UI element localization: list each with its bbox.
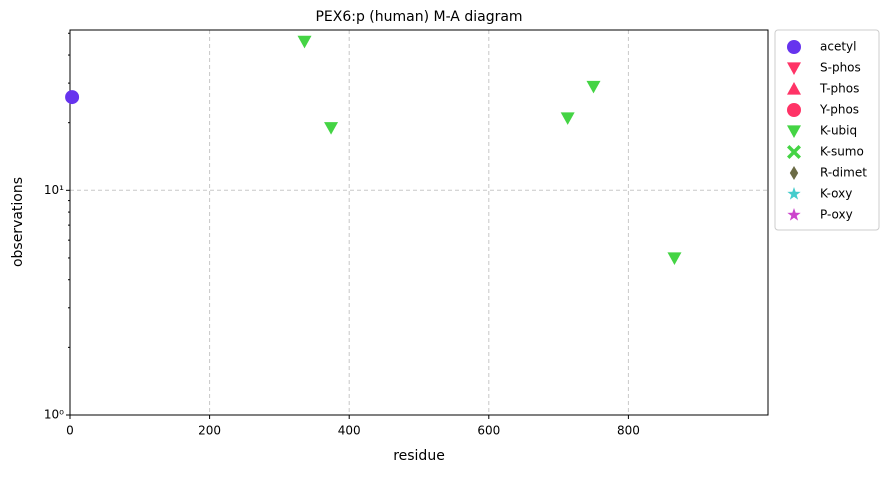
legend-marker bbox=[787, 187, 801, 200]
x-axis-label: residue bbox=[393, 448, 445, 464]
point bbox=[297, 35, 312, 49]
point bbox=[667, 252, 682, 265]
legend-label: P-oxy bbox=[820, 208, 853, 222]
legend-label: Y-phos bbox=[819, 103, 859, 117]
y-axis-label: observations bbox=[10, 177, 26, 267]
legend-marker bbox=[789, 166, 799, 180]
legend-label: K-oxy bbox=[820, 187, 852, 201]
y-tick-label: 10¹ bbox=[44, 183, 64, 197]
legend-marker bbox=[787, 208, 801, 221]
legend-marker bbox=[787, 125, 801, 138]
point bbox=[324, 122, 339, 135]
legend-label: T-phos bbox=[819, 82, 859, 96]
y-tick-label: 10⁰ bbox=[44, 408, 64, 422]
x-tick-label: 800 bbox=[617, 424, 640, 438]
legend-box bbox=[774, 29, 880, 231]
x-tick-label: 400 bbox=[338, 424, 361, 438]
legend-marker bbox=[787, 82, 801, 95]
x-tick-label: 0 bbox=[66, 424, 74, 438]
point bbox=[560, 112, 575, 125]
plot-frame bbox=[69, 29, 769, 416]
legend-marker bbox=[787, 62, 801, 75]
point bbox=[586, 80, 601, 94]
legend-marker bbox=[787, 103, 801, 117]
x-tick-label: 600 bbox=[477, 424, 500, 438]
x-tick-label: 200 bbox=[198, 424, 221, 438]
legend-label: K-ubiq bbox=[820, 124, 857, 138]
legend-label: acetyl bbox=[820, 40, 856, 54]
legend-label: S-phos bbox=[820, 61, 861, 75]
legend-marker bbox=[787, 40, 801, 54]
legend-label: R-dimet bbox=[820, 166, 867, 180]
legend-marker bbox=[787, 145, 801, 159]
point bbox=[65, 90, 80, 105]
legend-label: K-sumo bbox=[820, 145, 864, 159]
chart-title: PEX6:p (human) M-A diagram bbox=[315, 9, 522, 25]
